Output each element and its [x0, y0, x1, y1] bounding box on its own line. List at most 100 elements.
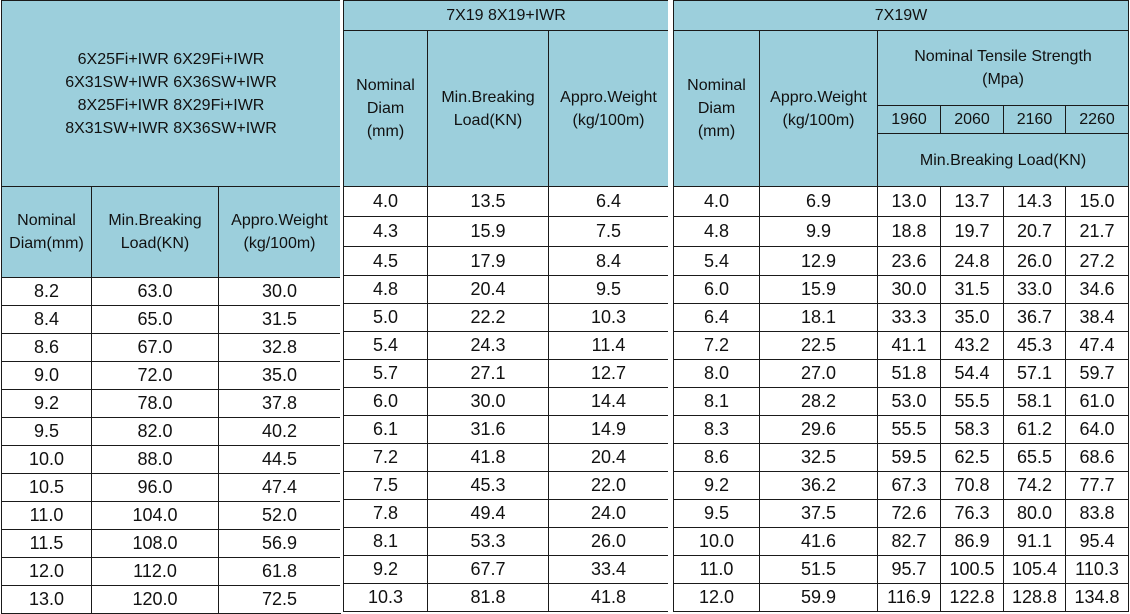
table-cell: 68.6	[1064, 443, 1130, 472]
table-cell: 12.9	[759, 246, 878, 276]
table-cell: 20.4	[547, 443, 670, 472]
header-text: (kg/100m)	[572, 111, 645, 129]
table-row: 11.0 104.0 52.0	[1, 501, 341, 530]
table-row: 7.8 49.4 24.0	[343, 499, 670, 528]
table-cell: 4.3	[343, 216, 428, 247]
header-text: Appro.Weight	[770, 88, 867, 106]
table-cell: 41.1	[877, 331, 941, 360]
table-cell: 4.8	[673, 216, 760, 247]
table-cell: 14.4	[547, 387, 670, 416]
table-cell: 116.9	[877, 583, 941, 612]
table-cell: 7.5	[547, 216, 670, 247]
table-cell: 26.0	[1003, 246, 1066, 276]
table-cell: 15.9	[759, 275, 878, 304]
table-cell: 45.3	[1003, 331, 1066, 360]
right-spec-table: 7X19W Nominal Diam (mm) Appro.Weight (kg…	[672, 0, 1130, 612]
table-row: 12.0 112.0 61.8	[1, 557, 341, 586]
table-cell: 83.8	[1064, 499, 1130, 528]
table-cell: 82.0	[91, 417, 219, 446]
table-cell: 8.3	[673, 415, 760, 444]
header-text: (Mpa)	[982, 71, 1024, 88]
table-cell: 86.9	[940, 527, 1004, 556]
table-cell: 41.8	[427, 443, 549, 472]
middle-spec-table: 7X19 8X19+IWR Nominal Diam (mm) Min.Brea…	[342, 0, 670, 612]
table-row: 13.0 120.0 72.5	[1, 585, 341, 614]
table-cell: 9.5	[1, 417, 92, 446]
header-text: Load(KN)	[120, 235, 190, 252]
table-cell: 128.8	[1003, 583, 1066, 612]
left-table-body: 8.2 63.0 30.0 8.4 65.0 31.5 8.6 67.0 32.8 9.0 72.0…	[1, 277, 341, 614]
table-cell: 70.8	[940, 471, 1004, 500]
table-cell: 8.2	[1, 277, 92, 306]
table-cell: 65.0	[91, 305, 219, 334]
table-cell: 8.6	[1, 333, 92, 362]
table-cell: 13.0	[877, 186, 941, 217]
table-cell: 59.9	[759, 583, 878, 612]
table-row: 7.2 22.5 41.1 43.2 45.3 47.4	[673, 331, 1130, 360]
grade-2160-header: 2160	[1003, 105, 1066, 134]
table-row: 8.1 53.3 26.0	[343, 527, 670, 556]
left-header-load: Min.Breaking Load(KN)	[91, 186, 219, 278]
table-cell: 64.0	[1064, 415, 1130, 444]
table-row: 10.0 88.0 44.5	[1, 445, 341, 474]
right-header-tensile: Nominal Tensile Strength (Mpa)	[876, 30, 1130, 106]
table-cell: 4.8	[343, 275, 428, 304]
table-cell: 10.0	[673, 527, 760, 556]
table-cell: 18.8	[877, 216, 941, 247]
table-row: 4.8 20.4 9.5	[343, 275, 670, 304]
header-text: Nominal	[356, 77, 415, 94]
table-cell: 14.3	[1003, 186, 1066, 217]
table-cell: 53.0	[877, 387, 941, 416]
left-rope-type-line: 8X31SW+IWR 8X36SW+IWR	[65, 119, 277, 137]
table-row: 5.4 12.9 23.6 24.8 26.0 27.2	[673, 246, 1130, 276]
table-cell: 22.0	[547, 471, 670, 500]
table-row: 8.6 32.5 59.5 62.5 65.5 68.6	[673, 443, 1130, 472]
table-cell: 6.4	[673, 303, 760, 332]
table-row: 6.0 15.9 30.0 31.5 33.0 34.6	[673, 275, 1130, 304]
table-cell: 41.6	[759, 527, 878, 556]
table-cell: 41.8	[547, 583, 670, 612]
header-text: (mm)	[697, 123, 736, 140]
table-row: 10.3 81.8 41.8	[343, 583, 670, 612]
table-cell: 9.5	[673, 499, 760, 528]
table-cell: 120.0	[91, 585, 219, 614]
grade-1960-header: 1960	[877, 105, 941, 134]
right-title: 7X19W	[672, 0, 1130, 31]
table-cell: 33.4	[547, 555, 670, 584]
table-cell: 95.4	[1064, 527, 1130, 556]
table-cell: 5.7	[343, 359, 428, 388]
right-header-load: Min.Breaking Load(KN)	[876, 133, 1130, 187]
table-cell: 80.0	[1003, 499, 1066, 528]
table-cell: 23.6	[877, 246, 941, 276]
table-cell: 15.0	[1064, 186, 1130, 217]
table-row: 8.0 27.0 51.8 54.4 57.1 59.7	[673, 359, 1130, 388]
table-cell: 67.7	[427, 555, 549, 584]
table-cell: 36.7	[1003, 303, 1066, 332]
table-cell: 9.2	[343, 555, 428, 584]
table-cell: 10.3	[343, 583, 428, 612]
table-cell: 21.7	[1064, 216, 1130, 247]
table-cell: 78.0	[91, 389, 219, 418]
left-rope-type-line: 6X31SW+IWR 6X36SW+IWR	[65, 73, 277, 91]
table-cell: 8.1	[343, 527, 428, 556]
table-cell: 6.4	[547, 186, 670, 217]
header-text: Appro.Weight	[231, 212, 328, 229]
middle-header-weight: Appro.Weight (kg/100m)	[547, 30, 670, 187]
table-cell: 74.2	[1003, 471, 1066, 500]
table-cell: 122.8	[940, 583, 1004, 612]
table-cell: 61.0	[1064, 387, 1130, 416]
table-cell: 34.6	[1064, 275, 1130, 304]
table-cell: 40.2	[218, 417, 341, 446]
table-cell: 57.1	[1003, 359, 1066, 388]
right-table-body: 4.0 6.9 13.0 13.7 14.3 15.0 4.8 9.9 18.8 19.7 20.7…	[673, 186, 1130, 612]
table-row: 4.0 13.5 6.4	[343, 186, 670, 217]
table-cell: 6.1	[343, 415, 428, 444]
header-text: Diam(mm)	[9, 235, 84, 252]
table-cell: 11.0	[673, 555, 760, 584]
table-row: 8.1 28.2 53.0 55.5 58.1 61.0	[673, 387, 1130, 416]
table-cell: 7.2	[673, 331, 760, 360]
table-cell: 55.5	[940, 387, 1004, 416]
table-cell: 7.2	[343, 443, 428, 472]
table-cell: 8.0	[673, 359, 760, 388]
table-row: 4.3 15.9 7.5	[343, 216, 670, 247]
